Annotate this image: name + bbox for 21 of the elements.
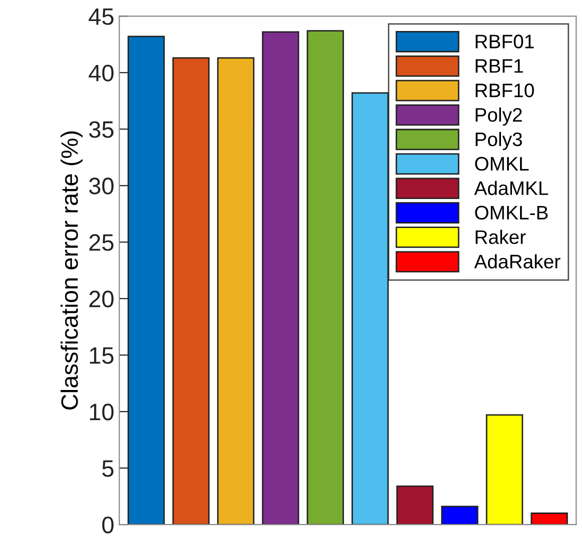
legend-label: RBF10 [476,84,534,98]
y-tick-label: 40 [88,64,114,82]
y-tick-label: 35 [89,121,114,138]
legend-label: RBF01 [476,34,534,48]
legend-label: Poly2 [476,107,522,126]
y-tick-label: 30 [89,178,114,194]
y-tick-label: 10 [90,404,114,420]
legend-label: Poly3 [476,132,522,150]
legend-label: Raker [476,230,526,244]
y-tick-label: 15 [90,347,114,364]
legend-label: OMKL-B [475,206,548,220]
y-tick-label: 20 [89,290,114,308]
legend-label: AdaRaker [474,254,560,268]
y-tick-label: 5 [102,460,114,477]
legend-label: AdaMKL [474,180,548,196]
legend-label: RBF1 [476,59,523,73]
y-axis-title: Classfication error rate (%) [60,131,83,410]
y-tick-label: 25 [89,234,114,251]
y-tick-label: 0 [102,516,114,534]
y-tick-label: 45 [88,8,114,25]
legend-label: OMKL [475,156,529,171]
